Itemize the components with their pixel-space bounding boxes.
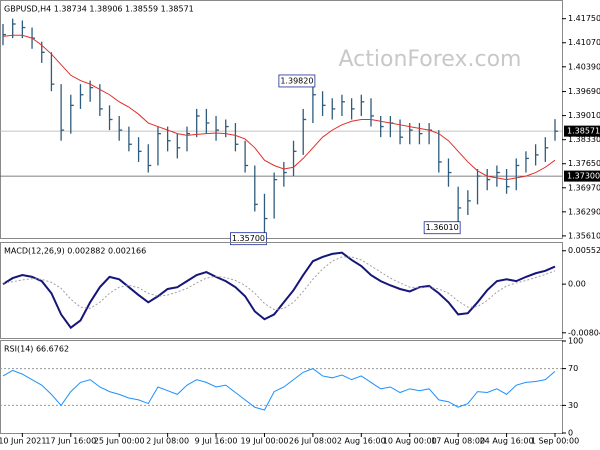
x-tick-label: 19 Jul 00:00 bbox=[240, 437, 288, 446]
panel-frame bbox=[0, 0, 563, 239]
y-tick-label: 0.00552 bbox=[568, 246, 600, 255]
price-tag bbox=[564, 125, 600, 137]
price-tag bbox=[564, 170, 600, 182]
panel-title: GBPUSD,H4 1.38734 1.38906 1.38559 1.3857… bbox=[4, 5, 194, 14]
watermark: ActionForex.com bbox=[339, 47, 522, 72]
y-tick-label: 1.36290 bbox=[568, 207, 600, 216]
y-tick-label: 1.37650 bbox=[568, 159, 600, 168]
y-tick-label: 70 bbox=[568, 364, 578, 373]
y-tick-label: 1.35610 bbox=[568, 231, 600, 240]
annotation-label: 1.39820 bbox=[280, 76, 313, 85]
panel-frame bbox=[0, 340, 563, 434]
x-tick-label: 2 Jul 08:00 bbox=[146, 437, 189, 446]
x-tick-label: 10 Jun 2021 bbox=[0, 437, 46, 446]
x-tick-label: 17 Jun 16:00 bbox=[45, 437, 96, 446]
annotation-box bbox=[423, 221, 461, 235]
x-tick-label: 25 Jun 00:00 bbox=[94, 437, 145, 446]
x-tick-label: 9 Jul 16:00 bbox=[195, 437, 238, 446]
y-tick-label: 0 bbox=[568, 429, 573, 438]
panel-title: RSI(14) 66.6762 bbox=[4, 345, 69, 354]
y-tick-label: 100 bbox=[568, 337, 583, 346]
x-tick-label: 2 Aug 16:00 bbox=[337, 437, 386, 446]
y-tick-label: -0.00804 bbox=[568, 328, 600, 337]
rsi-line bbox=[2, 368, 556, 411]
x-tick-label: 10 Aug 00:00 bbox=[383, 437, 437, 446]
y-tick-label: 1.36970 bbox=[568, 183, 600, 192]
y-tick-label: 1.39010 bbox=[568, 111, 600, 120]
annotation-box bbox=[230, 232, 267, 246]
macd-line bbox=[2, 251, 556, 330]
annotation-box bbox=[278, 74, 316, 88]
price-tag-label: 1.38571 bbox=[567, 127, 600, 136]
x-tick-label: 1 Sep 00:00 bbox=[531, 437, 579, 446]
panel-title: MACD(12,26,9) 0.002882 0.002166 bbox=[4, 247, 146, 256]
y-tick-label: 1.41750 bbox=[568, 14, 600, 23]
y-tick-label: 30 bbox=[568, 401, 578, 410]
x-tick-label: 24 Aug 16:00 bbox=[480, 437, 534, 446]
y-tick-label: 1.38330 bbox=[568, 135, 600, 144]
price-tag-label: 1.37300 bbox=[567, 172, 600, 181]
panel-frame bbox=[0, 242, 563, 339]
x-tick-label: 17 Aug 08:00 bbox=[431, 437, 485, 446]
y-tick-label: 1.40390 bbox=[568, 62, 600, 71]
annotation-label: 1.36010 bbox=[426, 223, 459, 232]
x-tick-label: 26 Jul 08:00 bbox=[289, 437, 337, 446]
annotation-label: 1.35700 bbox=[232, 234, 265, 243]
moving-average bbox=[2, 34, 556, 181]
y-tick-label: 0.00 bbox=[568, 280, 586, 289]
signal-line bbox=[2, 256, 556, 311]
y-tick-label: 1.41070 bbox=[568, 38, 600, 47]
y-tick-label: 1.39690 bbox=[568, 87, 600, 96]
